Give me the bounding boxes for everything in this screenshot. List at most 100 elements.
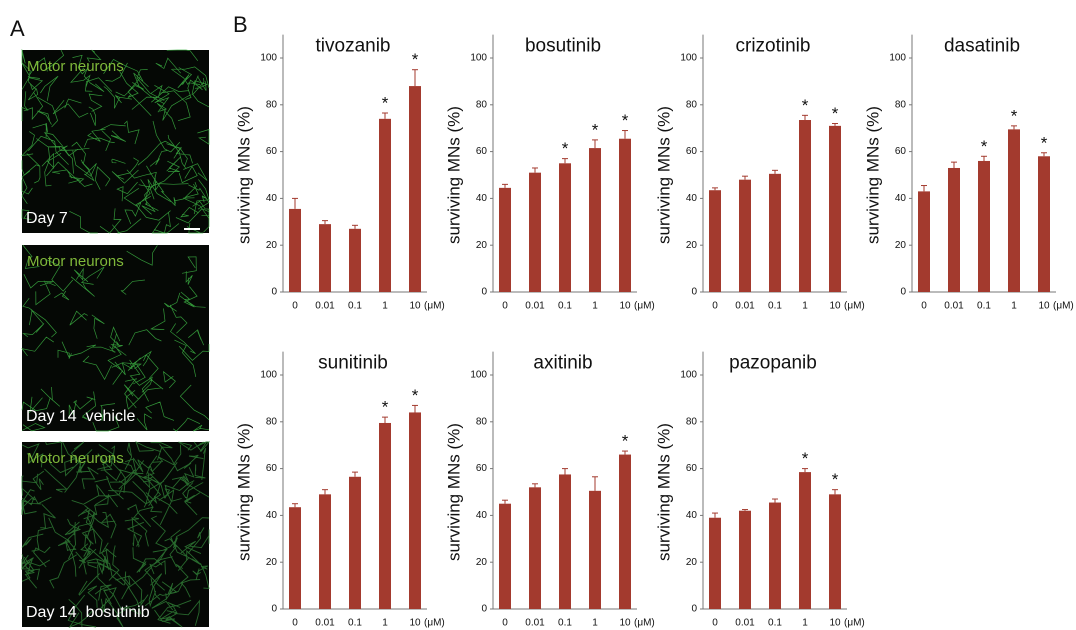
significance-marker: *: [592, 120, 599, 139]
x-tick-label: 10: [829, 301, 841, 312]
chart-title: pazopanib: [729, 353, 817, 374]
y-tick-label: 60: [266, 146, 278, 157]
bar: [709, 190, 721, 292]
y-tick-label: 0: [900, 287, 906, 298]
y-axis-label: surviving MNs (%): [444, 423, 463, 561]
y-axis-label: surviving MNs (%): [654, 106, 673, 244]
significance-marker: *: [981, 137, 988, 156]
significance-marker: *: [382, 398, 389, 417]
significance-marker: *: [412, 386, 419, 405]
x-tick-label: 10: [619, 301, 631, 312]
x-tick-label: 0: [502, 618, 508, 629]
y-tick-label: 100: [680, 370, 697, 381]
image-caption: Day 14 bosutinib: [26, 604, 150, 621]
x-tick-label: 0.01: [525, 618, 545, 629]
bar: [948, 167, 960, 292]
bar: [799, 472, 811, 609]
x-tick-label: 0.1: [348, 618, 362, 629]
bar: [829, 494, 841, 609]
significance-marker: *: [622, 432, 629, 451]
y-tick-label: 0: [271, 604, 277, 615]
bar: [289, 208, 301, 292]
x-tick-label: 10: [829, 618, 841, 629]
significance-marker: *: [382, 93, 389, 112]
significance-marker: *: [832, 104, 839, 123]
chart-title: axitinib: [533, 353, 592, 374]
x-tick-label: 0.1: [558, 301, 572, 312]
image-marker: Motor neurons: [27, 58, 124, 75]
significance-marker: *: [802, 96, 809, 115]
x-unit: (μM): [844, 618, 865, 629]
y-axis-label: surviving MNs (%): [863, 106, 882, 244]
y-axis-label: surviving MNs (%): [654, 423, 673, 561]
chart-title: dasatinib: [944, 36, 1020, 57]
neurite-paths: [21, 244, 210, 432]
y-tick-label: 40: [686, 510, 698, 521]
x-unit: (μM): [1053, 301, 1074, 312]
bar: [739, 179, 751, 292]
y-tick-label: 100: [680, 53, 697, 64]
panel-label: B: [233, 12, 248, 37]
y-tick-label: 60: [895, 146, 907, 157]
y-tick-label: 20: [266, 240, 278, 251]
significance-marker: *: [1041, 133, 1048, 152]
y-tick-label: 40: [266, 193, 278, 204]
x-tick-label: 0.01: [735, 301, 755, 312]
x-tick-label: 1: [592, 618, 598, 629]
bar: [529, 172, 541, 292]
y-axis-label: surviving MNs (%): [234, 423, 253, 561]
significance-marker: *: [562, 139, 569, 158]
x-tick-label: 0.01: [315, 301, 335, 312]
y-tick-label: 40: [476, 193, 488, 204]
neurite-paths: [20, 441, 210, 628]
significance-marker: *: [622, 111, 629, 130]
x-tick-label: 0: [712, 618, 718, 629]
x-tick-label: 0.1: [558, 618, 572, 629]
y-tick-label: 80: [476, 416, 488, 427]
image-marker: Motor neurons: [27, 253, 124, 270]
y-tick-label: 60: [476, 463, 488, 474]
y-tick-label: 40: [266, 510, 278, 521]
image-caption: Day 7: [26, 210, 68, 227]
x-tick-label: 0: [921, 301, 927, 312]
panel-label: A: [10, 16, 25, 41]
bar: [978, 160, 990, 292]
bar: [619, 454, 631, 609]
x-unit: (μM): [634, 301, 655, 312]
y-tick-label: 60: [476, 146, 488, 157]
neurites: [21, 244, 210, 432]
x-unit: (μM): [424, 618, 445, 629]
x-tick-label: 10: [619, 618, 631, 629]
image-caption: Day 14 vehicle: [26, 408, 135, 425]
y-tick-label: 0: [481, 604, 487, 615]
y-tick-label: 0: [691, 604, 697, 615]
bar: [739, 510, 751, 609]
bar: [379, 422, 391, 609]
y-tick-label: 20: [686, 557, 698, 568]
bar: [769, 173, 781, 292]
x-tick-label: 0.1: [768, 618, 782, 629]
x-tick-label: 0.01: [525, 301, 545, 312]
y-tick-label: 100: [470, 370, 487, 381]
neurite-paths: [21, 48, 210, 234]
bar: [349, 476, 361, 609]
y-tick-label: 0: [481, 287, 487, 298]
bar: [709, 517, 721, 609]
bar: [589, 148, 601, 292]
chart-title: sunitinib: [318, 353, 388, 374]
y-tick-label: 100: [260, 53, 277, 64]
x-tick-label: 0.01: [315, 618, 335, 629]
bar: [1008, 129, 1020, 292]
y-tick-label: 100: [889, 53, 906, 64]
x-tick-label: 1: [802, 301, 808, 312]
x-tick-label: 1: [802, 618, 808, 629]
y-tick-label: 80: [686, 99, 698, 110]
bar: [829, 125, 841, 292]
bar: [529, 487, 541, 609]
chart-title: crizotinib: [736, 36, 811, 57]
significance-marker: *: [802, 449, 809, 468]
chart-title: tivozanib: [316, 36, 391, 57]
x-tick-label: 1: [382, 618, 388, 629]
x-unit: (μM): [844, 301, 865, 312]
